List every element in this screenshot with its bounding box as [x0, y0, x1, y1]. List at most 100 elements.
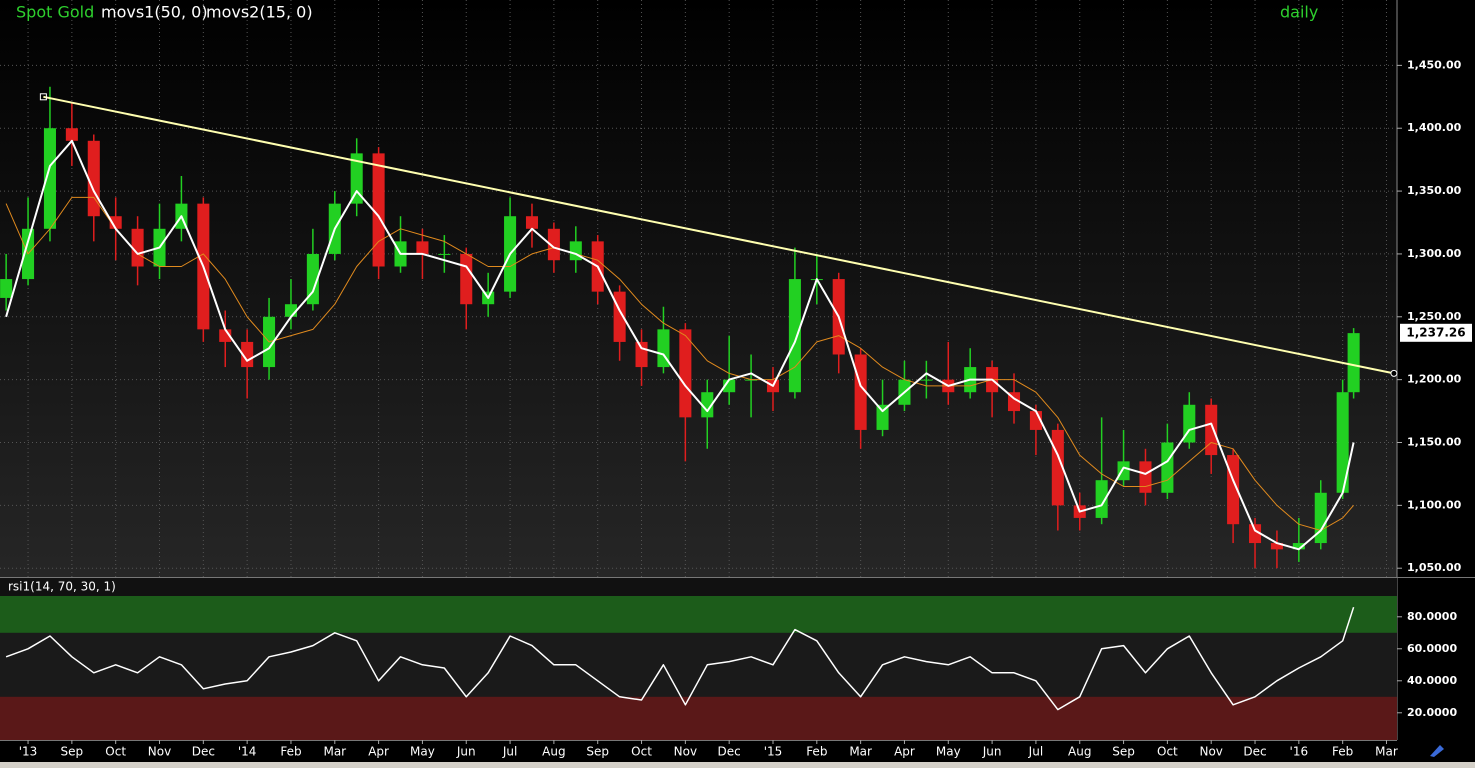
indicator-title: rsi1(14, 70, 30, 1) — [8, 580, 116, 594]
x-tick-label: May — [410, 745, 435, 759]
rsi-header — [0, 578, 1397, 596]
y-tick-label: 60.0000 — [1407, 642, 1457, 655]
candle-body — [87, 140, 100, 217]
legend-entry: movs2(15, 0) — [206, 3, 313, 22]
candle-body — [547, 228, 560, 261]
candle-body — [438, 253, 451, 255]
candle-body — [241, 341, 254, 368]
candle-body — [1095, 480, 1108, 518]
x-tick-label: Oct — [631, 745, 652, 759]
candle-body — [109, 216, 122, 229]
candle-body — [350, 153, 363, 204]
legend-entry: movs1(50, 0) — [101, 3, 208, 22]
candle-body — [525, 216, 539, 229]
candle-body — [1248, 524, 1262, 544]
candle-body — [1270, 543, 1283, 550]
moving-average — [5, 196, 1354, 531]
y-tick-label: 1,150.00 — [1407, 435, 1462, 448]
rsi-zone — [0, 696, 1397, 740]
candle-body — [1139, 461, 1152, 493]
candle-body — [1347, 333, 1360, 393]
x-tick-label: Feb — [280, 745, 301, 759]
x-tick-label: Dec — [192, 745, 215, 759]
x-tick-label: '15 — [764, 745, 783, 759]
candle-body — [1205, 404, 1218, 456]
candle-body — [635, 341, 648, 368]
y-tick-label: 1,050.00 — [1407, 561, 1462, 574]
x-tick-label: Mar — [323, 745, 346, 759]
rsi-line — [5, 606, 1355, 711]
candle-body — [701, 392, 714, 418]
draw-tool-icon[interactable] — [1430, 745, 1444, 757]
x-tick-label: Nov — [674, 745, 697, 759]
period-label: daily — [1280, 3, 1318, 22]
candle-body — [0, 279, 13, 298]
y-tick-label: 80.0000 — [1407, 610, 1457, 623]
x-tick-label: Sep — [61, 745, 84, 759]
trendline-handle — [39, 93, 47, 101]
x-tick-label: Feb — [1332, 745, 1353, 759]
chart-title: Spot Gold — [16, 3, 94, 22]
candle-body — [1314, 492, 1327, 544]
x-tick-label: Dec — [1243, 745, 1266, 759]
x-tick-label: Mar — [1375, 745, 1398, 759]
x-tick-label: Sep — [1112, 745, 1135, 759]
x-tick-label: Dec — [718, 745, 741, 759]
x-tick-label: Nov — [148, 745, 171, 759]
candle-body — [306, 253, 319, 305]
x-tick-label: Aug — [1068, 745, 1091, 759]
candle-body — [788, 279, 801, 393]
x-tick-label: Sep — [586, 745, 609, 759]
time-axis — [0, 740, 1397, 762]
x-tick-label: '14 — [238, 745, 257, 759]
candle-body — [920, 379, 933, 381]
x-tick-label: Nov — [1199, 745, 1222, 759]
y-tick-label: 20.0000 — [1407, 706, 1457, 719]
candle-body — [372, 153, 385, 267]
y-tick-label: 40.0000 — [1407, 674, 1457, 687]
candle-body — [65, 128, 78, 141]
x-tick-label: Jul — [502, 745, 517, 759]
x-tick-label: Jun — [456, 745, 476, 759]
x-tick-label: Feb — [806, 745, 827, 759]
x-tick-label: Apr — [368, 745, 389, 759]
x-tick-label: Oct — [1157, 745, 1178, 759]
x-tick-label: Mar — [849, 745, 872, 759]
candle-body — [416, 241, 429, 254]
x-tick-label: Apr — [894, 745, 915, 759]
x-tick-label: Oct — [105, 745, 126, 759]
candle-body — [876, 404, 889, 430]
x-tick-label: Jul — [1028, 745, 1043, 759]
x-tick-label: '13 — [19, 745, 38, 759]
value-axis-panel — [1397, 0, 1475, 740]
trendline — [43, 95, 1395, 375]
y-tick-label: 1,350.00 — [1407, 184, 1462, 197]
candle-body — [131, 228, 144, 267]
x-tick-label: Aug — [542, 745, 565, 759]
candle-body — [1117, 461, 1130, 481]
candle-body — [745, 379, 758, 381]
moving-average — [5, 139, 1355, 551]
y-tick-label: 1,200.00 — [1407, 373, 1462, 386]
y-tick-label: 1,450.00 — [1407, 58, 1462, 71]
candle-body — [1292, 543, 1305, 550]
price-pane — [0, 0, 1397, 577]
x-tick-label: '16 — [1290, 745, 1309, 759]
x-tick-label: Jun — [982, 745, 1002, 759]
y-tick-label: 1,100.00 — [1407, 498, 1462, 511]
last-price-label: 1,237.26 — [1406, 325, 1465, 339]
y-tick-label: 1,300.00 — [1407, 247, 1462, 260]
y-tick-label: 1,400.00 — [1407, 121, 1462, 134]
candle-body — [460, 253, 473, 305]
candle-body — [1336, 392, 1349, 493]
last-price-box — [1400, 323, 1472, 342]
x-tick-label: May — [936, 745, 961, 759]
y-tick-label: 1,250.00 — [1407, 310, 1462, 323]
trendline-handle — [1390, 369, 1398, 377]
candle-body — [1161, 442, 1174, 493]
sheet-tabs — [0, 762, 1475, 768]
candle-body — [43, 128, 56, 229]
candle-body — [679, 329, 692, 418]
